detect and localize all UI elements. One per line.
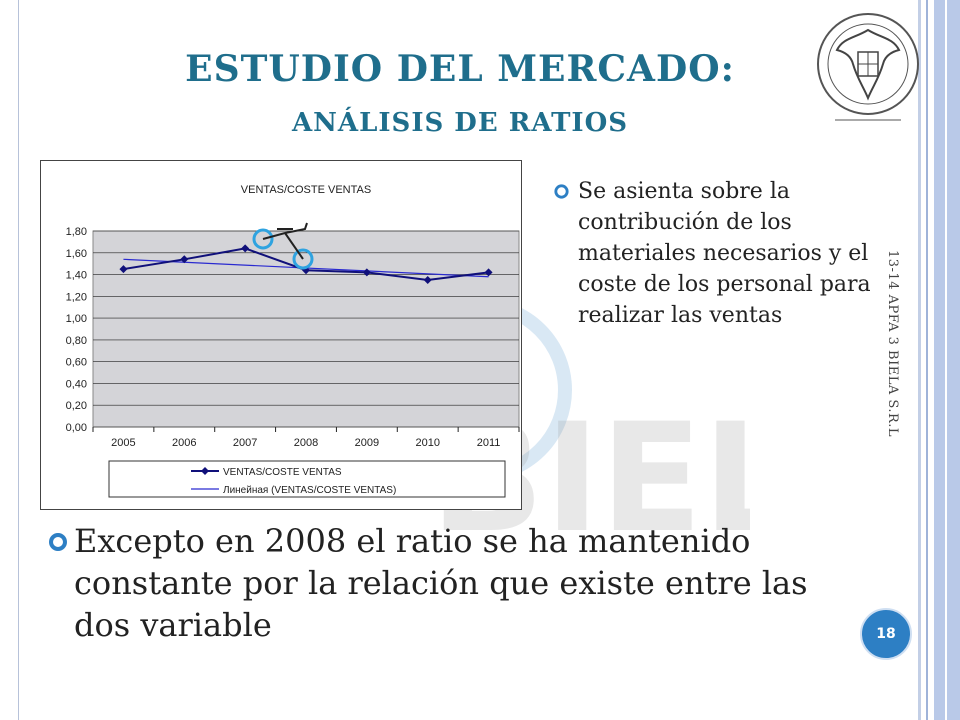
right-decoration	[926, 0, 928, 720]
bullet-main: Excepto en 2008 el ratio se ha mantenido…	[48, 520, 808, 646]
y-tick-label: 1,20	[66, 291, 87, 303]
ratio-chart: 0,00 0,20 0,40 0,60 0,80 1,00 1,20 1,40 1,60 1,80…	[40, 160, 522, 510]
page-number-badge: 18	[860, 608, 912, 660]
x-tick-label: 2011	[477, 437, 501, 449]
right-decoration	[934, 0, 960, 720]
legend-label: VENTAS/COSTE VENTAS	[223, 467, 342, 478]
footer-text: 13-14 APFA 3 BIELA S.R.L	[885, 250, 900, 438]
bicycle-wheel	[292, 248, 314, 270]
y-tick-label: 1,40	[66, 270, 87, 282]
bullet-right: Se asienta sobre la contribución de los …	[553, 176, 873, 331]
legend-label: Линейная (VENTAS/COSTE VENTAS)	[223, 485, 396, 496]
data-point	[484, 268, 493, 277]
y-tick-label: 0,40	[66, 378, 87, 390]
chart-svg: 0,00 0,20 0,40 0,60 0,80 1,00 1,20 1,40 1,60 1,80…	[66, 184, 520, 498]
bicycle-icon	[252, 222, 314, 270]
data-point	[119, 265, 128, 274]
university-seal	[817, 13, 919, 121]
bicycle-frame	[262, 222, 308, 260]
y-tick-label: 0,00	[66, 422, 87, 434]
chart-title: VENTAS/COSTE VENTAS	[241, 184, 371, 196]
x-tick-label: 2007	[233, 437, 257, 449]
bullet-main-text: Excepto en 2008 el ratio se ha mantenido…	[74, 522, 808, 644]
y-tick-label: 0,80	[66, 335, 87, 347]
plot-area	[92, 230, 520, 428]
bullet-circle-icon	[554, 184, 569, 199]
data-point	[423, 276, 432, 284]
y-tick-label: 0,20	[66, 400, 87, 412]
slide-subtitle: ANÁLISIS DE RATIOS	[291, 108, 629, 138]
y-tick-label: 0,60	[66, 357, 87, 369]
x-tick-label: 2010	[415, 437, 439, 449]
x-tick-label: 2008	[294, 437, 318, 449]
x-tick-label: 2006	[172, 437, 196, 449]
right-decoration	[918, 0, 921, 720]
x-tick-label: 2005	[111, 437, 135, 449]
left-rule	[0, 0, 19, 720]
data-point	[362, 268, 371, 277]
x-tick-label: 2009	[355, 437, 379, 449]
right-decoration	[945, 0, 947, 720]
y-tick-label: 1,00	[66, 313, 87, 325]
bicycle-wheel	[252, 228, 274, 250]
y-tick-label: 1,80	[66, 226, 87, 238]
data-point	[241, 244, 250, 253]
bullet-circle-icon	[49, 533, 67, 551]
slide-title: ESTUDIO DEL MERCADO:	[185, 48, 735, 90]
y-tick-label: 1,60	[66, 248, 87, 260]
legend-marker	[201, 467, 209, 475]
legend-box	[108, 460, 506, 498]
bullet-right-text: Se asienta sobre la contribución de los …	[578, 179, 871, 328]
